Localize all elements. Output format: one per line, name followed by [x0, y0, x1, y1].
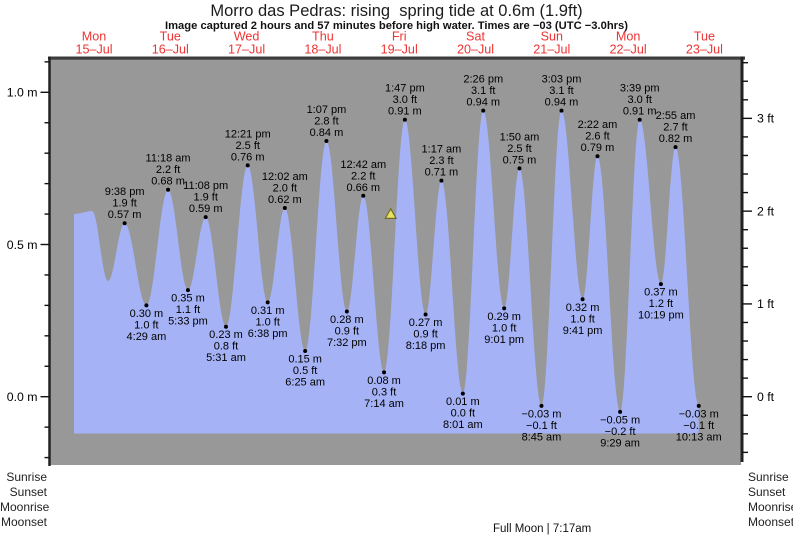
- high-tide-label: 2:55 am 2.7 ft 0.82 m: [656, 110, 696, 145]
- day-label: Fri 19–Jul: [381, 30, 418, 57]
- low-tide-label: −0.05 m −0.2 ft 9:29 am: [600, 414, 640, 449]
- low-tide-label: 0.32 m 1.0 ft 9:41 pm: [563, 302, 603, 337]
- extreme-dot: [618, 409, 623, 414]
- sunrise-label: Sunrise: [6, 470, 47, 484]
- high-tide-label: 1:17 am 2.3 ft 0.71 m: [422, 144, 462, 179]
- page-subtitle: Image captured 2 hours and 57 minutes be…: [165, 20, 628, 32]
- extreme-dot: [265, 300, 270, 305]
- extreme-dot: [539, 403, 544, 408]
- extreme-dot: [517, 166, 522, 171]
- extreme-dot: [673, 145, 678, 150]
- day-label: Wed 17–Jul: [228, 30, 265, 57]
- extreme-dot: [324, 139, 329, 144]
- day-label: Tue 16–Jul: [152, 30, 189, 57]
- low-tide-label: 0.27 m 0.9 ft 8:18 pm: [406, 317, 446, 352]
- low-tide-label: 0.15 m 0.5 ft 6:25 am: [285, 354, 325, 389]
- y-axis-label-m: 0.0 m: [7, 390, 38, 404]
- extreme-dot: [595, 154, 600, 159]
- high-tide-label: 1:07 pm 2.8 ft 0.84 m: [307, 104, 347, 139]
- y-axis-label-ft: 1 ft: [757, 297, 775, 311]
- extreme-dot: [502, 306, 507, 311]
- extreme-dot: [696, 403, 701, 408]
- low-tide-label: 0.31 m 1.0 ft 6:38 pm: [248, 305, 288, 340]
- day-label: Mon 15–Jul: [75, 30, 112, 57]
- extreme-dot: [203, 215, 208, 220]
- high-tide-label: 12:42 am 2.2 ft 0.66 m: [340, 159, 386, 194]
- y-axis-label-ft: 0 ft: [757, 390, 775, 404]
- day-label: Mon 22–Jul: [610, 30, 647, 57]
- y-axis-label-ft: 3 ft: [757, 112, 775, 126]
- extreme-dot: [423, 312, 428, 317]
- page-title: Morro das Pedras: rising spring tide at …: [210, 2, 583, 20]
- high-tide-label: 11:08 pm 1.9 ft 0.59 m: [183, 180, 228, 215]
- extreme-dot: [144, 303, 149, 308]
- high-tide-label: 9:38 pm 1.9 ft 0.57 m: [105, 186, 145, 221]
- extreme-dot: [245, 163, 250, 168]
- sunrise-label: Sunrise: [748, 470, 789, 484]
- extreme-dot: [658, 282, 663, 287]
- low-tide-label: 0.35 m 1.1 ft 5:33 pm: [168, 293, 208, 328]
- extreme-dot: [223, 324, 228, 329]
- high-tide-label: 1:50 am 2.5 ft 0.75 m: [500, 131, 540, 166]
- astro-labels-right: Sunrise Sunset Moonrise Moonset: [748, 470, 793, 530]
- y-axis-label-m: 1.0 m: [7, 86, 38, 100]
- high-tide-label: 2:26 pm 3.1 ft 0.94 m: [463, 74, 503, 109]
- tide-curve: [74, 110, 699, 434]
- high-tide-label: 1:47 pm 3.0 ft 0.91 m: [385, 83, 425, 118]
- extreme-dot: [166, 187, 171, 192]
- moonset-label: Moonset: [0, 515, 47, 529]
- extreme-dot: [185, 288, 190, 293]
- low-tide-label: 0.37 m 1.2 ft 10:19 pm: [638, 287, 684, 322]
- extreme-dot: [580, 297, 585, 302]
- low-tide-label: 0.29 m 1.0 ft 9:01 pm: [484, 311, 524, 346]
- high-tide-label: 12:21 pm 2.5 ft 0.76 m: [225, 128, 271, 163]
- day-label: Sun 21–Jul: [533, 30, 570, 57]
- astro-labels-left: Sunrise Sunset Moonrise Moonset: [0, 470, 50, 530]
- high-tide-label: 11:18 am 2.2 ft 0.68 m: [146, 153, 191, 188]
- extreme-dot: [460, 391, 465, 396]
- low-tide-label: −0.03 m −0.1 ft 10:13 am: [676, 408, 722, 443]
- extreme-dot: [344, 309, 349, 314]
- extreme-dot: [559, 108, 564, 113]
- extreme-dot: [303, 349, 308, 354]
- high-tide-label: 3:39 pm 3.0 ft 0.91 m: [620, 83, 660, 118]
- sunset-label: Sunset: [9, 485, 47, 499]
- extreme-dot: [637, 117, 642, 122]
- extreme-dot: [481, 108, 486, 113]
- extreme-dot: [361, 193, 366, 198]
- moon-phase-label: Full Moon | 7:17am: [493, 523, 592, 535]
- moonrise-label: Moonrise: [0, 500, 50, 514]
- moonset-label: Moonset: [748, 515, 793, 529]
- low-tide-label: 0.08 m 0.3 ft 7:14 am: [364, 375, 404, 410]
- sunset-label: Sunset: [748, 485, 786, 499]
- low-tide-label: −0.03 m −0.1 ft 8:45 am: [521, 408, 561, 443]
- extreme-dot: [402, 117, 407, 122]
- high-tide-label: 12:02 am 2.0 ft 0.62 m: [262, 171, 308, 206]
- extreme-dot: [382, 370, 387, 375]
- extreme-dot: [439, 178, 444, 183]
- top-axis: [48, 56, 745, 60]
- current-level-marker-icon: [384, 207, 398, 219]
- high-tide-label: 2:22 am 2.6 ft 0.79 m: [578, 119, 618, 154]
- high-tide-label: 3:03 pm 3.1 ft 0.94 m: [542, 74, 582, 109]
- y-axis-label-ft: 2 ft: [757, 204, 775, 218]
- day-label: Tue 23–Jul: [686, 30, 723, 57]
- y-axis-label-m: 0.5 m: [7, 238, 38, 252]
- extreme-dot: [282, 205, 287, 210]
- day-label: Thu 18–Jul: [304, 30, 341, 57]
- low-tide-label: 0.30 m 1.0 ft 4:29 am: [127, 308, 167, 343]
- low-tide-label: 0.01 m 0.0 ft 8:01 am: [443, 396, 483, 431]
- moonrise-label: Moonrise: [748, 500, 793, 514]
- low-tide-label: 0.28 m 0.9 ft 7:32 pm: [327, 314, 367, 349]
- day-label: Sat 20–Jul: [457, 30, 494, 57]
- extreme-dot: [122, 221, 127, 226]
- low-tide-label: 0.23 m 0.8 ft 5:31 am: [206, 329, 246, 364]
